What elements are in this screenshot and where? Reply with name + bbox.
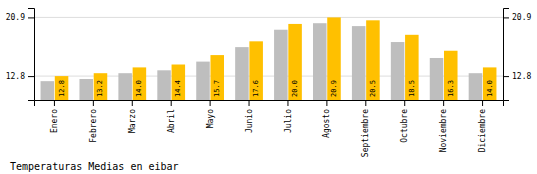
data-label: 12.8 (58, 80, 66, 97)
tick: Mayo (206, 100, 215, 128)
tick-mark (93, 100, 94, 106)
bar (157, 70, 171, 100)
data-label: 15.7 (213, 80, 221, 97)
tick: Marzo (128, 100, 137, 133)
series (41, 23, 483, 100)
bar (327, 17, 341, 100)
tick-mark (365, 100, 366, 106)
x-axis: Enero Febrero Marzo Abril Mayo Junio Julio Agos… (35, 100, 504, 157)
axis-line (28, 9, 35, 101)
bar (133, 67, 147, 100)
data-label: 14.0 (135, 80, 143, 97)
tick-mark (443, 100, 444, 106)
tick-label: 12.8 (6, 72, 25, 81)
tick-label: Agosto (322, 109, 331, 138)
data-label: 20.5 (369, 80, 377, 97)
tick: Octubre (400, 100, 409, 143)
bar (249, 41, 263, 100)
series (55, 17, 497, 100)
tick-label: Marzo (128, 109, 137, 133)
tick: 12.8 (6, 72, 34, 81)
tick: Abril (167, 100, 176, 133)
tick-mark (404, 100, 405, 106)
tick: Noviembre (439, 100, 448, 152)
tick-mark (132, 100, 133, 106)
tick: 20.9 (6, 13, 34, 22)
tick: 20.9 (503, 13, 531, 22)
tick: Junio (245, 100, 254, 133)
tick-mark (210, 100, 211, 106)
tick: Julio (284, 100, 293, 133)
tick-label: Febrero (89, 109, 98, 143)
bar (405, 35, 419, 100)
data-label: 18.5 (408, 80, 416, 97)
axis-line (35, 101, 504, 107)
bar (172, 65, 186, 100)
bar (41, 81, 55, 100)
tick-mark (287, 100, 288, 106)
grid-line (34, 17, 503, 18)
bar (274, 30, 288, 100)
tick-mark (171, 100, 172, 106)
bar (94, 73, 108, 100)
tick: Diciembre (478, 100, 487, 152)
tick-mark (28, 17, 34, 18)
data-label: 14.0 (486, 80, 494, 97)
title: Temperaturas Medias en eibar (10, 161, 179, 172)
bar (118, 73, 132, 100)
data-label: 14.4 (174, 80, 182, 97)
bar (352, 26, 366, 100)
data-label: 20.0 (291, 80, 299, 97)
tick-label: 20.9 (512, 13, 531, 22)
data-label: 16.3 (447, 80, 455, 97)
data-label: 20.9 (330, 80, 338, 97)
bars (41, 17, 497, 100)
tick: Febrero (89, 100, 98, 143)
bar (366, 20, 380, 100)
tick: Agosto (322, 100, 331, 138)
axis-line (504, 9, 510, 101)
tick-label: Mayo (206, 109, 215, 128)
tick: Enero (50, 100, 59, 133)
y2-axis: 12.8 20.9 (503, 9, 531, 101)
bar (196, 62, 210, 100)
tick-label: Junio (245, 109, 254, 133)
data-labels: 12.8 13.2 14.0 14.4 15.7 17.6 20.0 20.9 20.5 18.5… (58, 80, 494, 97)
y-axis: 12.8 20.9 (6, 9, 35, 101)
bar (391, 42, 405, 100)
bar (79, 79, 93, 100)
tick-mark (249, 100, 250, 106)
bar (483, 67, 497, 100)
tick-label: Octubre (400, 109, 409, 143)
bar (235, 47, 249, 100)
tick-label: Diciembre (478, 109, 487, 153)
chart: 12.8 13.2 14.0 14.4 15.7 17.6 20.0 20.9 20.5 18.5… (0, 0, 537, 174)
data-label: 13.2 (96, 80, 104, 97)
tick-label: Abril (167, 109, 176, 133)
tick-mark (28, 76, 34, 77)
tick-label: Julio (284, 109, 293, 133)
bar (210, 55, 224, 100)
tick-mark (54, 100, 55, 106)
tick-mark (503, 76, 509, 77)
plot: 12.8 13.2 14.0 14.4 15.7 17.6 20.0 20.9 20.5 18.5… (6, 9, 532, 158)
bar (288, 24, 302, 100)
data-label: 17.6 (252, 80, 260, 97)
bar (313, 23, 327, 100)
tick-mark (482, 100, 483, 106)
tick-label: 12.8 (512, 72, 531, 81)
tick-mark (503, 17, 509, 18)
bar (444, 51, 458, 100)
tick-mark (326, 100, 327, 106)
bar (430, 58, 444, 100)
tick-label: Noviembre (439, 109, 448, 153)
tick-label: Enero (50, 109, 59, 133)
tick-label: 20.9 (6, 13, 25, 22)
tick: Septiembre (361, 100, 370, 157)
tick-label: Septiembre (361, 109, 370, 157)
bar (469, 73, 483, 100)
tick: 12.8 (503, 72, 531, 81)
bar (55, 76, 69, 100)
